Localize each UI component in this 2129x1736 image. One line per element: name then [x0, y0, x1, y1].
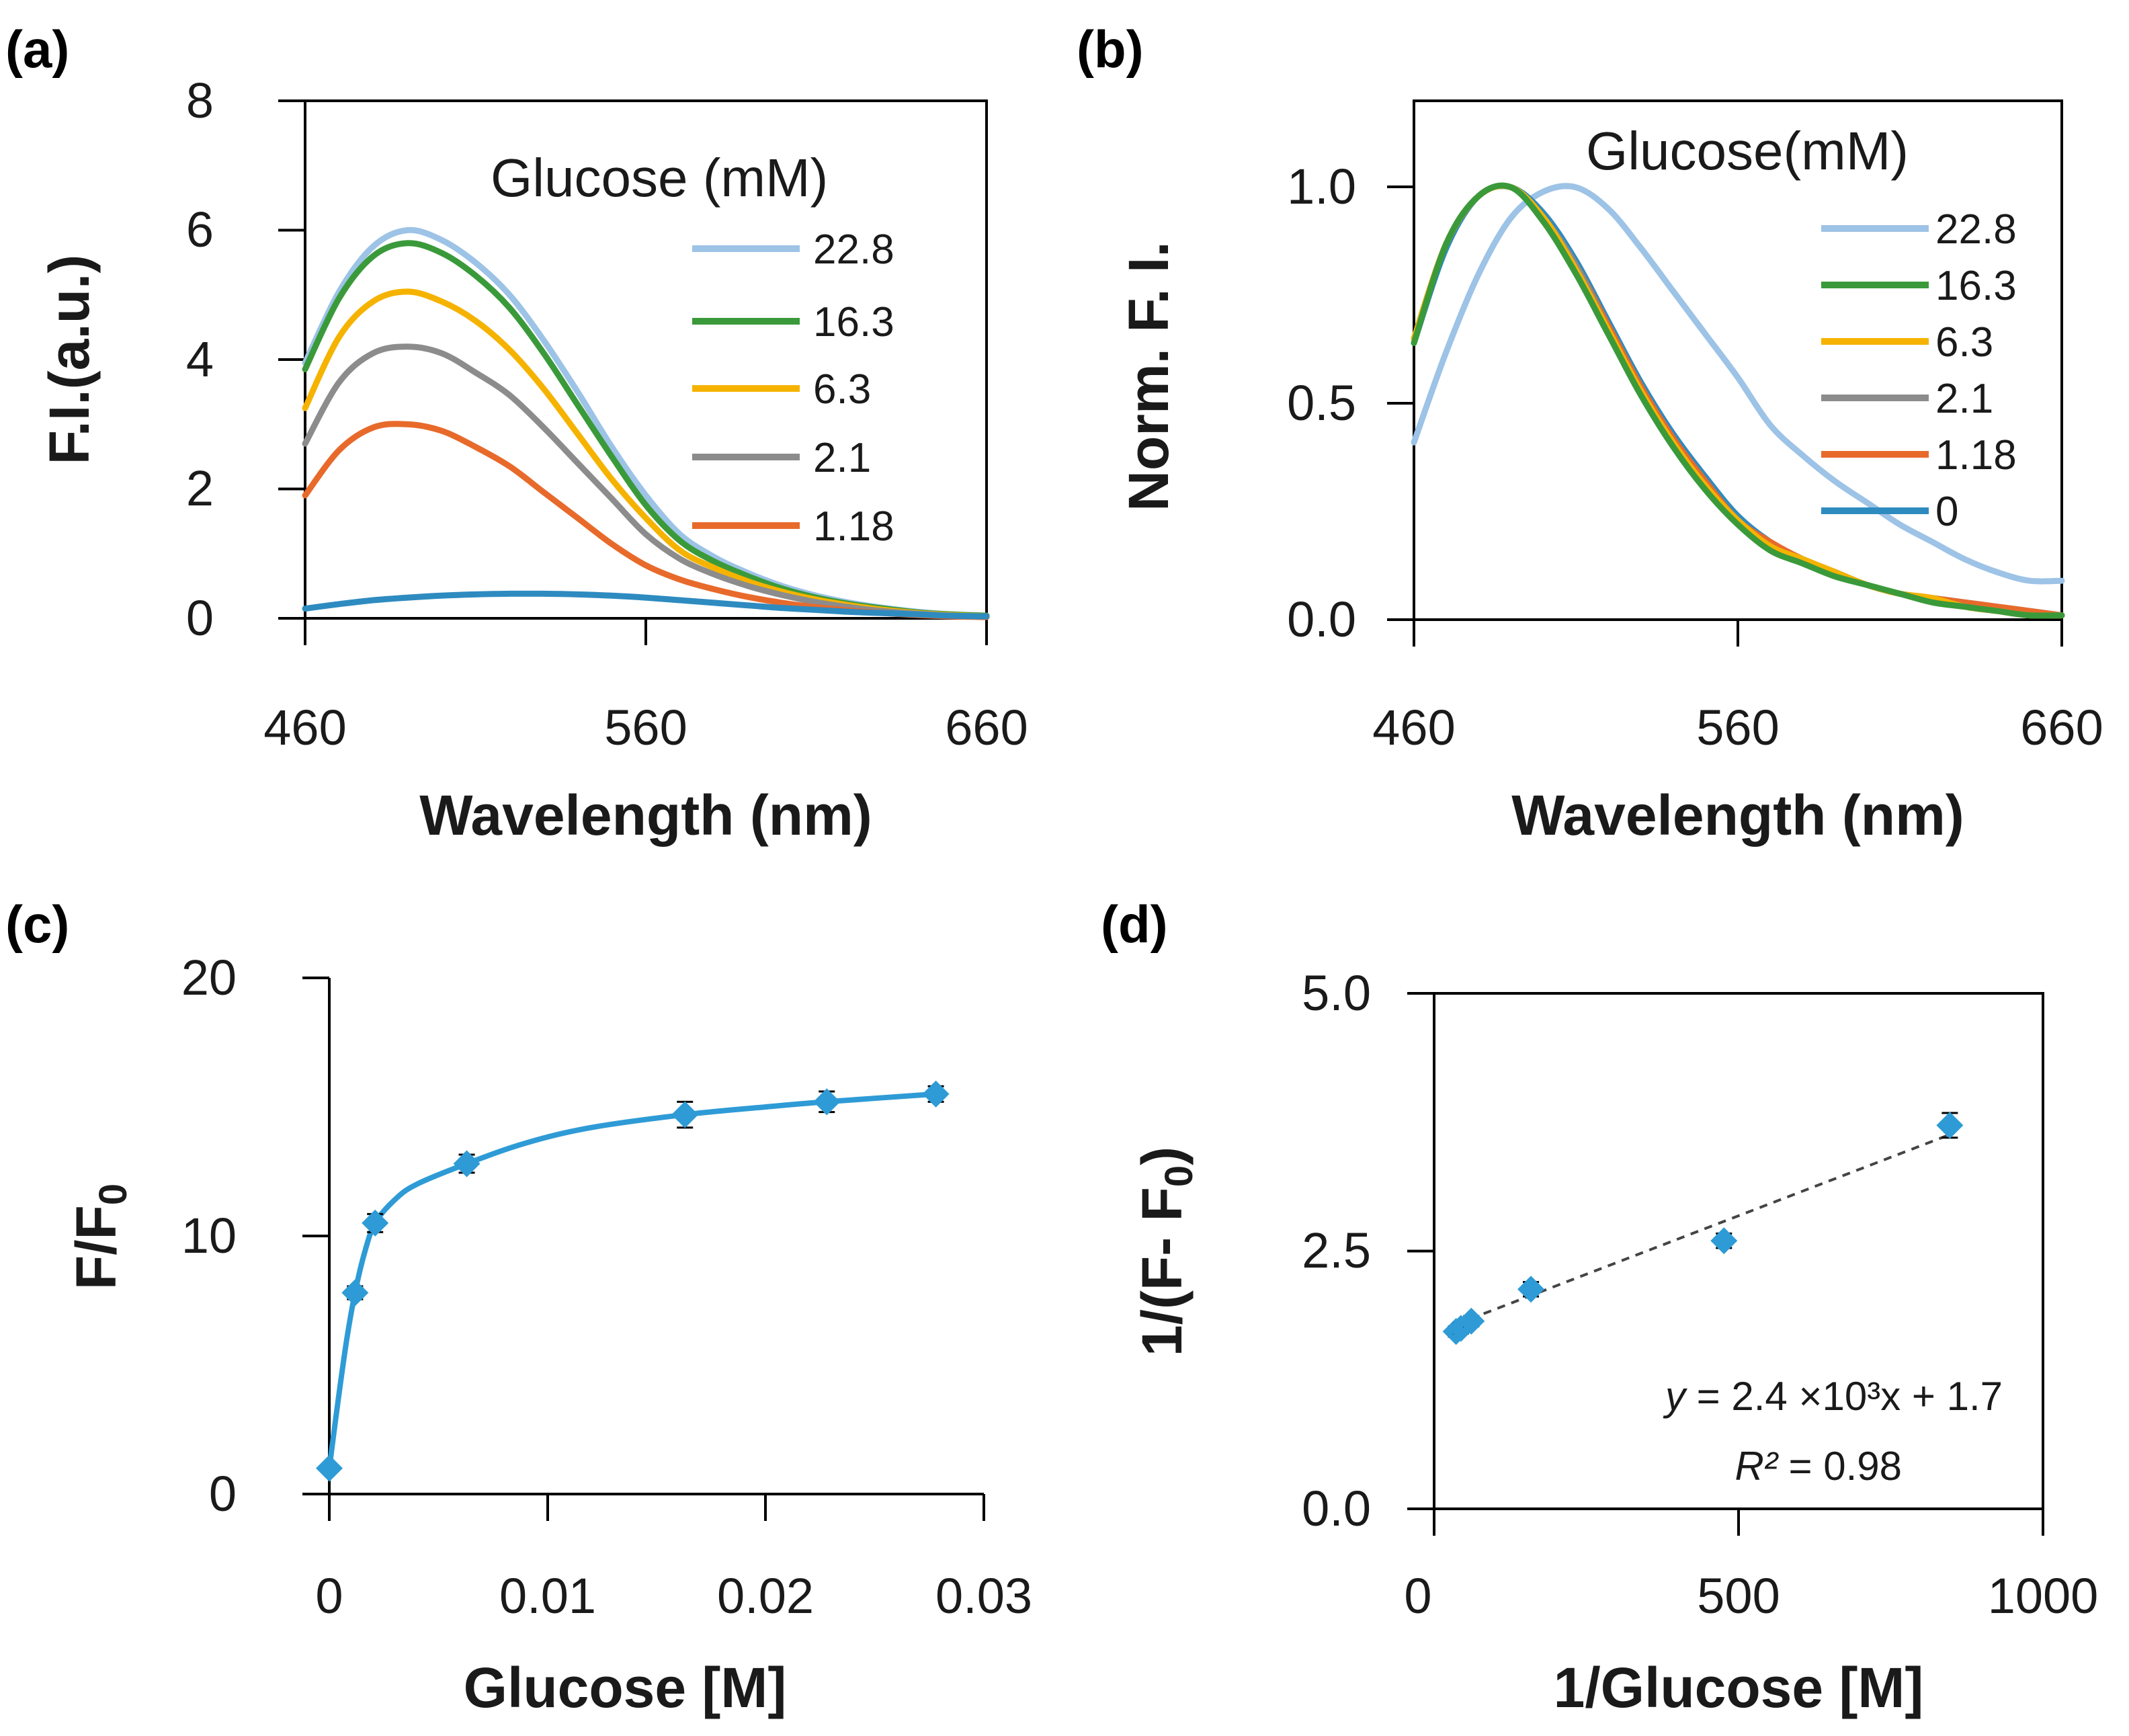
panel-d-ytick-label: 2.5	[1302, 1223, 1371, 1278]
panel-c-ytick-label: 20	[181, 950, 237, 1005]
panel-a-y-ticks: 0 2 4 6 8	[186, 73, 305, 646]
panel-a-ytick-label: 2	[186, 460, 214, 516]
panel-b-xtick-label: 560	[1696, 700, 1779, 755]
panel-a-label: (a)	[5, 19, 69, 79]
panel-d-ytick-label: 0.0	[1302, 1481, 1371, 1536]
panel-c-data-point-5	[813, 1088, 841, 1116]
panel-c: (c) 0 10 20 0 0.01 0.02 0.03 Glucose [M]…	[5, 895, 1032, 1719]
panel-c-label: (c)	[5, 895, 69, 954]
panel-b-legend-label-4: 1.18	[1935, 432, 2017, 479]
panel-b-legend-label-2: 6.3	[1935, 319, 1993, 366]
panel-c-data-point-0	[316, 1454, 343, 1482]
panel-a-ytick-label: 0	[186, 590, 214, 646]
panel-c-x-ticks: 0 0.01 0.02 0.03	[315, 1494, 1032, 1624]
panel-b-legend-title: Glucose(mM)	[1586, 121, 1909, 181]
panel-c-ytick-label: 10	[181, 1208, 237, 1264]
panel-d-y-axis-title-end: )	[1130, 1147, 1194, 1165]
panel-c-xtick-label: 0.03	[935, 1568, 1032, 1624]
panel-b: (b) 0.0 0.5 1.0 460 560 660 Glucose(mM) …	[1077, 19, 2103, 847]
panel-d-r-squared-symbol: R²	[1735, 1444, 1779, 1489]
panel-a-ytick-label: 8	[186, 73, 214, 128]
panel-c-y-axis-title: F/F0	[65, 1184, 135, 1290]
panel-b-ytick-label: 0.5	[1287, 375, 1356, 431]
panel-c-y-axis-title-main: F/F	[65, 1205, 128, 1290]
panel-c-data-point-4	[671, 1101, 699, 1128]
panel-d-plot-frame	[1433, 992, 2044, 1510]
panel-c-data-point-3	[453, 1150, 481, 1177]
panel-b-ytick-label: 1.0	[1287, 159, 1356, 214]
panel-d-equation-rest: = 2.4 ×10³x + 1.7	[1685, 1374, 2003, 1419]
panel-d-equation-y: y	[1663, 1374, 1688, 1419]
panel-b-y-ticks: 0.0 0.5 1.0	[1287, 159, 1414, 647]
panel-a-xtick-label: 660	[945, 700, 1028, 755]
panel-c-plot	[316, 1080, 950, 1482]
panel-a-legend-title: Glucose (mM)	[491, 148, 828, 208]
panel-c-xtick-label: 0.02	[717, 1568, 814, 1624]
panel-a-xtick-label: 460	[263, 700, 346, 755]
panel-b-y-axis-title: Norm. F. I.	[1117, 241, 1180, 511]
panel-a-x-axis-title: Wavelength (nm)	[419, 784, 872, 847]
panel-a: (a) 0 2 4 6 8 460 560 660 Glucose (mM) 2…	[5, 19, 1028, 847]
panel-c-x-axis-title: Glucose [M]	[464, 1656, 787, 1719]
panel-a-legend-label-2: 6.3	[813, 366, 871, 413]
panel-c-data-point-2	[362, 1209, 389, 1237]
panel-d-y-axis-title-sub: 0	[1157, 1165, 1201, 1187]
panel-a-ytick-label: 6	[186, 202, 214, 257]
panel-b-legend-label-0: 22.8	[1935, 206, 2017, 253]
panel-c-y-axis-title-sub: 0	[91, 1184, 135, 1205]
panel-b-legend-label-5: 0	[1935, 489, 1958, 535]
panel-d-r-squared: R² = 0.98	[1735, 1444, 1902, 1489]
panel-b-label: (b)	[1077, 19, 1144, 79]
panel-b-ytick-label: 0.0	[1287, 591, 1356, 647]
panel-d-y-axis-title-main: 1/(F- F	[1130, 1187, 1194, 1356]
panel-b-x-axis-title: Wavelength (nm)	[1511, 784, 1964, 847]
panel-d-xtick-label: 500	[1697, 1568, 1780, 1624]
panel-d-data-point-3	[1517, 1276, 1545, 1303]
panel-d-data-point-2	[1458, 1307, 1485, 1335]
panel-d-equation: y = 2.4 ×10³x + 1.7	[1663, 1374, 2003, 1419]
panel-a-legend-label-3: 2.1	[813, 435, 871, 481]
panel-c-ytick-label: 0	[209, 1466, 237, 1522]
panel-a-legend-label-1: 16.3	[813, 299, 894, 345]
panel-c-xtick-label: 0	[315, 1568, 343, 1624]
panel-d-xtick-label: 1000	[1988, 1568, 2099, 1624]
panel-b-xtick-label: 660	[2020, 700, 2103, 755]
panel-c-y-ticks: 0 10 20	[181, 950, 329, 1522]
panel-a-series-line-0	[302, 590, 990, 620]
panel-d-label: (d)	[1101, 895, 1168, 954]
panel-c-data-point-6	[922, 1080, 950, 1108]
panel-a-series	[302, 226, 990, 620]
panel-c-data-point-1	[341, 1279, 369, 1307]
panel-d-data-point-5	[1936, 1112, 1964, 1139]
panel-b-series-line-16.3	[1411, 182, 2065, 619]
panel-b-series-line-22.8	[1411, 183, 2065, 585]
panel-a-legend: 22.8 16.3 6.3 2.1 1.18	[692, 226, 894, 550]
panel-a-x-ticks: 460 560 660	[263, 618, 1028, 755]
panel-b-series	[1411, 182, 2065, 619]
panel-d-data-point-4	[1710, 1227, 1738, 1255]
panel-a-legend-label-4: 1.18	[813, 503, 894, 550]
panel-d: (d) 0.0 2.5 5.0 0 500 1000 y = 2.4 ×10³x…	[1101, 895, 2098, 1719]
panel-c-fit-curve	[327, 1091, 939, 1471]
panel-b-xtick-label: 460	[1372, 700, 1455, 755]
panel-a-y-axis-title: F.I.(a.u.)	[38, 255, 101, 465]
panel-b-x-ticks: 460 560 660	[1372, 620, 2103, 755]
panel-b-legend: 22.8 16.3 6.3 2.1 1.18 0	[1821, 206, 2017, 535]
panel-b-legend-label-1: 16.3	[1935, 263, 2017, 309]
panel-d-xtick-label: 0	[1404, 1568, 1431, 1624]
panel-a-xtick-label: 560	[604, 700, 687, 755]
panel-d-y-ticks: 0.0 2.5 5.0	[1302, 965, 1434, 1536]
panel-d-ytick-label: 5.0	[1302, 965, 1371, 1021]
panel-c-xtick-label: 0.01	[499, 1568, 596, 1624]
panel-a-series-line-2.1	[302, 343, 990, 620]
panel-a-ytick-label: 4	[186, 331, 214, 387]
panel-b-legend-label-3: 2.1	[1935, 376, 1993, 422]
panel-d-x-axis-title: 1/Glucose [M]	[1554, 1656, 1924, 1719]
panel-d-plot	[1442, 1112, 1964, 1346]
panel-d-x-ticks: 0 500 1000	[1404, 1509, 2098, 1624]
panel-d-y-axis-title: 1/(F- F0)	[1130, 1147, 1201, 1356]
panel-d-r-squared-value: = 0.98	[1778, 1444, 1902, 1489]
panel-a-legend-label-0: 22.8	[813, 226, 894, 273]
